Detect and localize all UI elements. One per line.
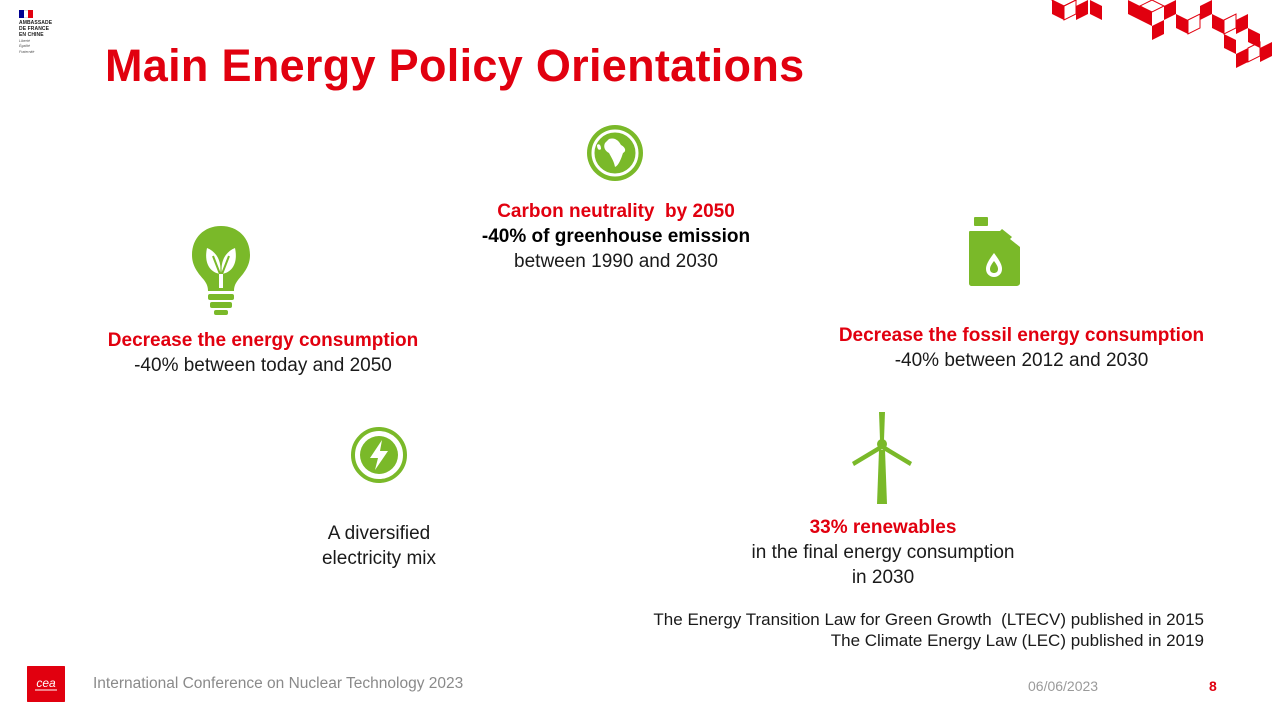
fossil-consumption-block: Decrease the fossil energy consumption -… [801,323,1242,373]
law-line-1: The Energy Transition Law for Green Grow… [653,610,1204,629]
law-line-2: The Climate Energy Law (LEC) published i… [830,631,1204,650]
energy-consumption-block: Decrease the energy consumption -40% bet… [62,328,464,378]
fossil-heading: Decrease the fossil energy consumption [838,325,1205,346]
laws-note: The Energy Transition Law for Green Grow… [653,609,1204,651]
renewables-heading: 33% renewables [809,517,957,538]
carbon-line-2: between 1990 and 2030 [514,251,718,272]
motto-1: Liberté [19,39,30,43]
embassy-line-3: EN CHINE [19,32,44,38]
page-title: Main Energy Policy Orientations [105,40,805,91]
cea-logo: cea [27,666,65,702]
electricity-mix-block: A diversified electricity mix [280,521,478,571]
energy-line-1: -40% between today and 2050 [134,355,392,376]
lightning-icon [351,427,407,483]
embassy-line-1: AMBASSADE [19,20,53,26]
wind-turbine-icon [852,412,912,504]
globe-icon [587,125,643,181]
footer-date: 06/06/2023 [1028,678,1099,694]
motto-3: Fraternité [19,49,35,54]
carbon-neutrality-block: Carbon neutrality by 2050 -40% of greenh… [440,199,792,274]
french-flag [19,10,34,18]
decorative-cubes [1050,0,1272,68]
embassy-line-2: DE FRANCE [19,26,50,32]
renewables-line-1: in the final energy consumption [751,542,1015,563]
renewables-block: 33% renewables in the final energy consu… [713,515,1053,590]
embassy-logo: AMBASSADE DE FRANCE EN CHINE Liberté Éga… [19,10,79,54]
carbon-line-1: -40% of greenhouse emission [481,226,751,247]
fossil-line-1: -40% between 2012 and 2030 [894,350,1149,371]
motto-2: Égalité [19,44,30,49]
cea-logo-text: cea [36,676,56,690]
carbon-heading: Carbon neutrality by 2050 [497,201,735,222]
mix-line-2: electricity mix [321,548,436,569]
renewables-line-2: in 2030 [851,567,915,588]
conference-name: International Conference on Nuclear Tech… [93,675,464,692]
fuel-can-icon [969,217,1020,286]
mix-line-1: A diversified [327,523,431,544]
lightbulb-leaf-icon [192,226,250,315]
energy-heading: Decrease the energy consumption [107,330,419,351]
page-number: 8 [1209,678,1217,694]
